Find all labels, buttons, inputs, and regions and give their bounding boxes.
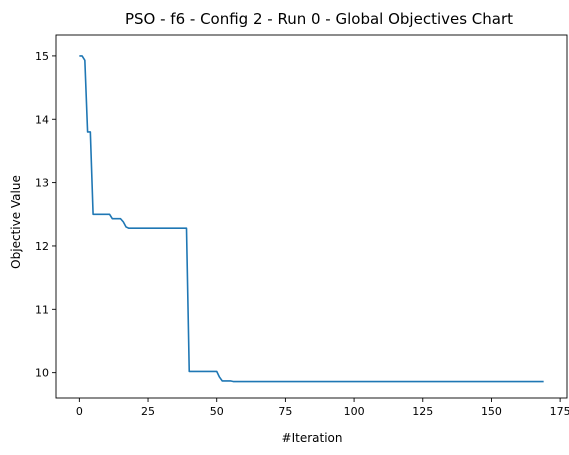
plot-area-frame	[55, 34, 568, 399]
series-layer	[79, 55, 544, 383]
x-tick-label: 150	[481, 405, 502, 418]
x-axis-ticks: 0 25 50 75 100 125 150 175	[76, 398, 569, 418]
series-line	[79, 55, 544, 383]
y-tick-label: 14	[35, 113, 49, 126]
y-tick-label: 13	[35, 177, 49, 190]
x-tick-label: 0	[76, 405, 83, 418]
y-axis-label: Objective Value	[9, 175, 23, 269]
y-tick-label: 15	[35, 50, 49, 63]
x-tick-label: 175	[550, 405, 569, 418]
x-tick-label: 125	[412, 405, 433, 418]
x-axis-label: #Iteration	[282, 431, 343, 445]
y-axis-ticks: 10 11 12 13 14 15	[35, 50, 56, 380]
x-tick-label: 100	[344, 405, 365, 418]
x-tick-label: 75	[278, 405, 292, 418]
x-tick-label: 25	[141, 405, 155, 418]
y-tick-label: 10	[35, 367, 49, 380]
x-tick-label: 50	[210, 405, 224, 418]
chart-title: PSO - f6 - Config 2 - Run 0 - Global Obj…	[125, 10, 513, 28]
y-tick-label: 12	[35, 240, 49, 253]
y-tick-label: 11	[35, 303, 49, 316]
